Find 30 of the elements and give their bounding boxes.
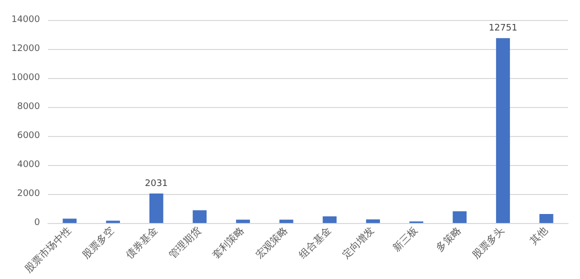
x-tick-label: 多策略 xyxy=(434,224,464,254)
y-tick-label: 14000 xyxy=(11,15,40,25)
y-tick-label: 12000 xyxy=(11,44,40,54)
bar xyxy=(236,220,250,223)
x-tick-label: 股票多空 xyxy=(80,224,117,262)
y-tick-label: 4000 xyxy=(17,160,40,170)
bar xyxy=(452,211,467,223)
x-tick-label: 其他 xyxy=(528,224,550,248)
data-label: 2031 xyxy=(144,179,168,190)
bar xyxy=(366,219,380,223)
x-tick-label: 定向增发 xyxy=(340,224,377,262)
y-tick-label: 8000 xyxy=(17,102,40,112)
bar xyxy=(279,220,294,223)
bar xyxy=(149,194,164,223)
bar xyxy=(496,38,510,223)
x-tick-label: 套利策略 xyxy=(210,224,247,262)
bar xyxy=(539,214,554,223)
y-tick-label: 2000 xyxy=(17,189,40,199)
x-tick-label: 新三板 xyxy=(390,224,420,254)
x-tick-label: 宏观策略 xyxy=(253,224,290,262)
y-tick-label: 6000 xyxy=(17,131,40,141)
bar xyxy=(62,218,77,223)
bar xyxy=(322,216,337,223)
x-tick-label: 管理期货 xyxy=(166,224,204,262)
x-tick-label: 债券基金 xyxy=(123,224,160,262)
x-tick-label: 股票多头 xyxy=(470,224,507,262)
data-label: 12751 xyxy=(488,24,518,34)
bar xyxy=(192,210,207,223)
y-tick-label: 10000 xyxy=(11,73,40,83)
x-tick-label: 组合基金 xyxy=(296,224,334,262)
